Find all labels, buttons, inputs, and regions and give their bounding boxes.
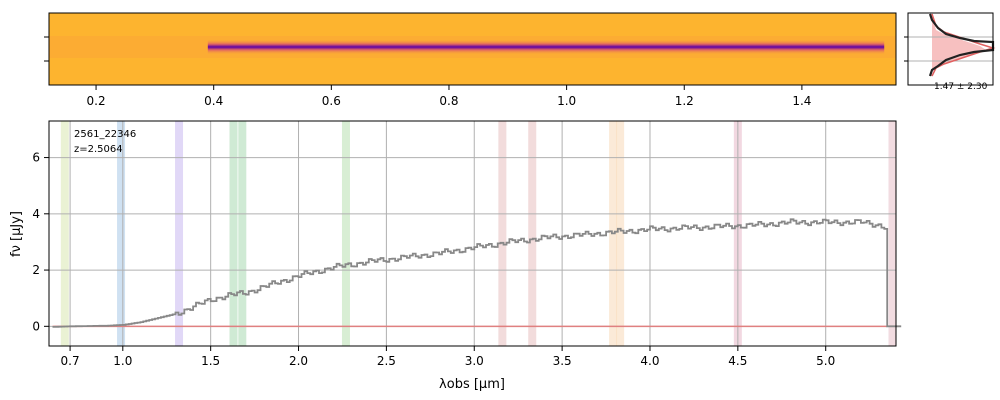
emission-line-band xyxy=(528,121,537,346)
emission-line-band xyxy=(341,121,350,346)
x2d-tick-label: 0.2 xyxy=(87,94,106,108)
redshift-label: z=2.5064 xyxy=(74,144,123,155)
spectrum-1d-frame xyxy=(48,120,897,347)
y-tick-label: 4 xyxy=(32,207,40,221)
x-tick-label: 3.5 xyxy=(553,354,572,368)
emission-line-band xyxy=(238,121,247,346)
x-ticks: 0.7 1.0 1.5 2.0 2.5 3.0 3.5 4.0 4.5 5.0 xyxy=(61,346,835,368)
emission-line-band xyxy=(616,121,625,346)
spectrum-2d-y-ticks xyxy=(44,36,49,62)
x-tick-label: 2.0 xyxy=(289,354,308,368)
x2d-tick-label: 1.0 xyxy=(557,94,576,108)
x-axis-label: λobs [μm] xyxy=(439,377,505,392)
spectrum-2d-x-ticks: 0.2 0.4 0.6 0.8 1.0 1.2 1.4 xyxy=(87,85,811,108)
profile-model-fill xyxy=(932,16,986,72)
x2d-tick-label: 0.8 xyxy=(439,94,458,108)
x-tick-label: 3.0 xyxy=(465,354,484,368)
x-tick-label: 4.0 xyxy=(640,354,659,368)
y-ticks: 0 2 4 6 xyxy=(32,151,49,333)
emission-line-band xyxy=(60,121,69,346)
x2d-tick-label: 0.4 xyxy=(204,94,223,108)
emission-line-bands xyxy=(60,121,897,346)
spectrum-1d-panel: 0.7 1.0 1.5 2.0 2.5 3.0 3.5 4.0 4.5 5.0 0 2 4 6 2561… xyxy=(9,120,902,392)
object-id-label: 2561_22346 xyxy=(74,129,136,140)
y-tick-label: 6 xyxy=(32,151,40,165)
spectrum-2d-frame xyxy=(48,12,897,86)
emission-line-band xyxy=(888,121,897,346)
spectrum-2d-panel: 0.2 0.4 0.6 0.8 1.0 1.2 1.4 xyxy=(44,12,897,108)
trace-profile-panel: 1.47 ± 2.30 xyxy=(904,12,996,92)
profile-annotation: 1.47 ± 2.30 xyxy=(934,82,988,92)
profile-frame xyxy=(907,12,994,86)
x-tick-label: 5.0 xyxy=(816,354,835,368)
y-axis-label: fν [μJy] xyxy=(9,211,24,257)
spectrum-line xyxy=(52,218,902,328)
x-tick-label: 2.5 xyxy=(377,354,396,368)
y-tick-label: 0 xyxy=(32,319,40,333)
x-tick-label: 0.7 xyxy=(61,354,80,368)
emission-line-band xyxy=(229,121,238,346)
emission-line-band xyxy=(117,121,126,346)
x-tick-label: 1.5 xyxy=(201,354,220,368)
emission-line-band xyxy=(175,121,184,346)
x2d-tick-label: 1.4 xyxy=(792,94,811,108)
x-tick-label: 4.5 xyxy=(728,354,747,368)
emission-line-band xyxy=(498,121,507,346)
spectrum-2d-trace xyxy=(207,39,885,55)
y-tick-label: 2 xyxy=(32,263,40,277)
x2d-tick-label: 1.2 xyxy=(675,94,694,108)
x-tick-label: 1.0 xyxy=(113,354,132,368)
x2d-tick-label: 0.6 xyxy=(322,94,341,108)
